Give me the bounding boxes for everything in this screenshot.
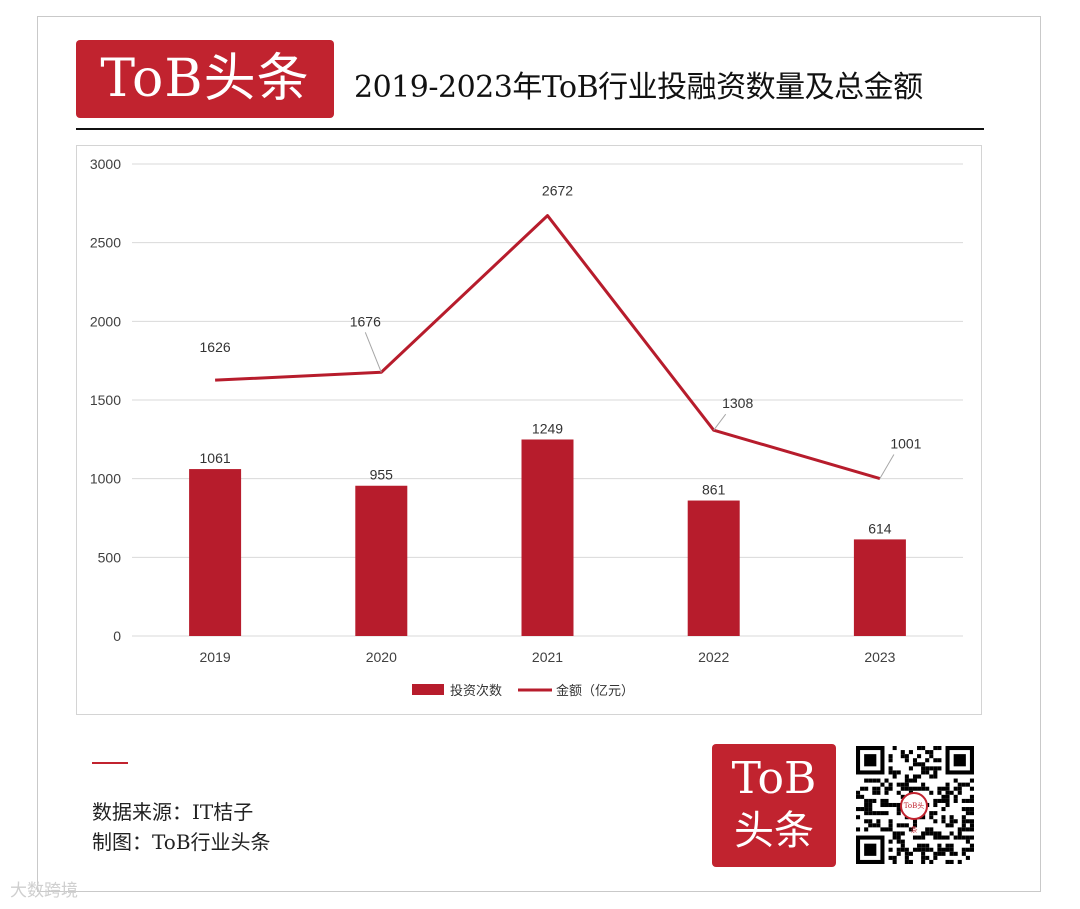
brand-logo-line2: 头条 <box>734 808 814 854</box>
y-tick-label: 0 <box>113 628 121 644</box>
bar <box>355 485 408 636</box>
line-series <box>215 214 881 480</box>
line-data-label: 1626 <box>200 339 231 355</box>
legend-label-bars: 投资次数 <box>450 683 502 698</box>
y-tick-label: 500 <box>98 549 122 565</box>
line-data-label: 1676 <box>350 313 381 329</box>
qr-code-icon <box>856 746 974 864</box>
accent-dash <box>92 762 128 764</box>
label-leader-line <box>879 454 895 479</box>
bar-data-label: 1061 <box>200 450 231 466</box>
line-data-label: 2672 <box>542 183 573 199</box>
y-tick-label: 1500 <box>90 392 121 408</box>
x-tick-label: 2019 <box>200 649 231 665</box>
y-tick-label: 2500 <box>90 235 121 251</box>
bar-data-label: 955 <box>370 467 394 483</box>
x-tick-label: 2023 <box>864 649 895 665</box>
brand-logo-line1: ToB <box>731 753 817 804</box>
plot-frame <box>76 145 982 715</box>
x-tick-label: 2021 <box>532 649 563 665</box>
title-rule <box>76 128 984 130</box>
y-tick-label: 2000 <box>90 313 121 329</box>
legend-bar-swatch <box>412 684 444 695</box>
qr-badge: ToB头条 <box>900 792 928 834</box>
x-tick-label: 2020 <box>366 649 397 665</box>
bar-data-label: 861 <box>702 482 726 498</box>
label-leader-line <box>713 413 727 431</box>
source-text: 数据来源：IT桔子 <box>92 800 254 824</box>
line-data-label: 1308 <box>722 395 753 411</box>
label-leader-line <box>364 332 382 373</box>
watermark: 大数跨境 <box>10 881 78 901</box>
bar <box>853 539 906 636</box>
y-tick-label: 3000 <box>90 156 121 172</box>
chart-title: 2019-2023年ToB行业投融资数量及总金额 <box>354 70 923 105</box>
credit-text: 制图：ToB行业头条 <box>92 830 271 854</box>
legend-label-line: 金额（亿元） <box>556 683 634 698</box>
bar <box>687 500 740 636</box>
brand-logo-square: ToB 头条 <box>712 744 836 867</box>
x-tick-label: 2022 <box>698 649 729 665</box>
line-data-label: 1001 <box>890 436 921 452</box>
bar-data-label: 614 <box>868 520 892 536</box>
bar <box>189 469 242 636</box>
brand-logo: ToB头条 <box>76 40 334 118</box>
bar <box>521 439 574 636</box>
bar-data-label: 1249 <box>532 420 563 436</box>
y-tick-label: 1000 <box>90 471 121 487</box>
